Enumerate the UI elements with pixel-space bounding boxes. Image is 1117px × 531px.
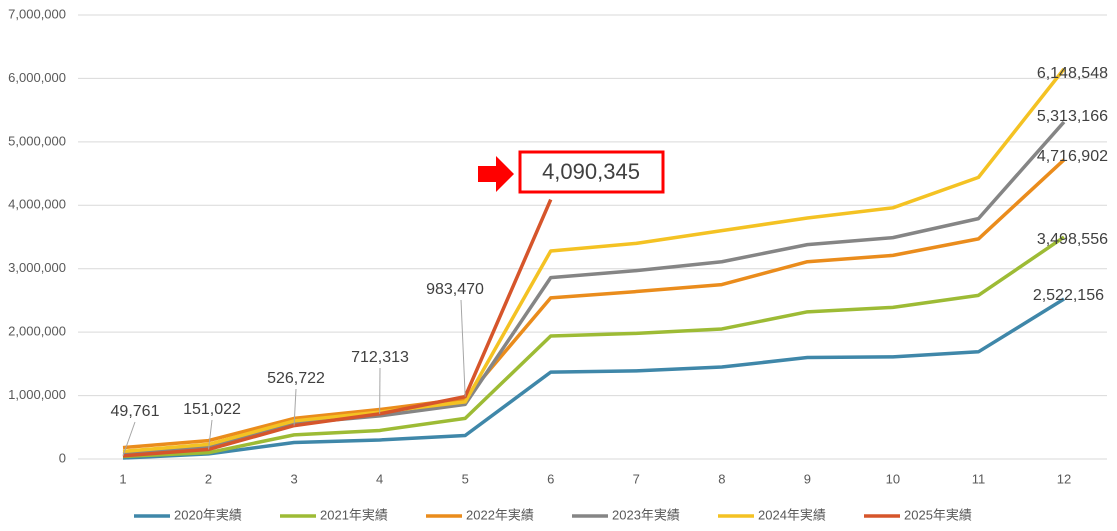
data-label: 151,022: [183, 401, 241, 418]
series-line: [122, 120, 1066, 456]
x-tick-label: 10: [886, 471, 900, 486]
legend-label: 2025年実績: [904, 507, 972, 522]
y-tick-label: 1,000,000: [8, 387, 66, 402]
series-line: [122, 297, 1065, 460]
y-tick-label: 3,000,000: [8, 260, 66, 275]
highlight-box: [518, 150, 665, 194]
arrow: [478, 156, 514, 192]
data-label: 526,722: [267, 370, 325, 387]
x-tick-label: 4: [376, 471, 383, 486]
y-tick-label: 4,000,000: [8, 197, 66, 212]
data-label: 712,313: [351, 349, 409, 366]
x-tick-label: 7: [633, 471, 640, 486]
x-tick-label: 6: [547, 471, 554, 486]
y-tick-label: 5,000,000: [8, 133, 66, 148]
legend-label: 2023年実績: [612, 507, 680, 522]
y-tick-label: 0: [59, 450, 66, 465]
y-tick-label: 2,000,000: [8, 324, 66, 339]
data-label: 5,313,166: [1037, 108, 1108, 125]
x-tick-label: 5: [462, 471, 469, 486]
data-label: 6,148,548: [1037, 65, 1108, 82]
x-tick-label: 11: [972, 471, 986, 486]
x-tick-label: 12: [1057, 471, 1071, 486]
x-tick-label: 8: [718, 471, 725, 486]
y-tick-label: 7,000,000: [8, 6, 66, 21]
y-tick-label: 6,000,000: [8, 70, 66, 85]
leader-line: [460, 299, 466, 397]
data-label: 2,522,156: [1033, 287, 1104, 304]
x-tick-label: 9: [804, 471, 811, 486]
legend-label: 2020年実績: [174, 507, 242, 522]
legend-label: 2021年実績: [320, 507, 388, 522]
data-label: 983,470: [426, 281, 484, 298]
data-label: 3,498,556: [1037, 231, 1108, 248]
x-tick-label: 3: [290, 471, 297, 486]
series-line: [122, 235, 1065, 459]
data-label: 4,716,902: [1037, 148, 1108, 165]
x-tick-label: 1: [119, 471, 126, 486]
leader-line: [293, 388, 297, 426]
series-line: [122, 67, 1066, 454]
series-line: [122, 158, 1066, 450]
leader-line: [208, 419, 213, 450]
data-label: 4,090,345: [542, 159, 640, 184]
legend-label: 2022年実績: [466, 507, 534, 522]
leader-line: [122, 421, 136, 457]
data-label: 49,761: [111, 403, 160, 420]
legend-label: 2024年実績: [758, 507, 826, 522]
x-tick-label: 2: [205, 471, 212, 486]
series-line: [122, 198, 553, 458]
